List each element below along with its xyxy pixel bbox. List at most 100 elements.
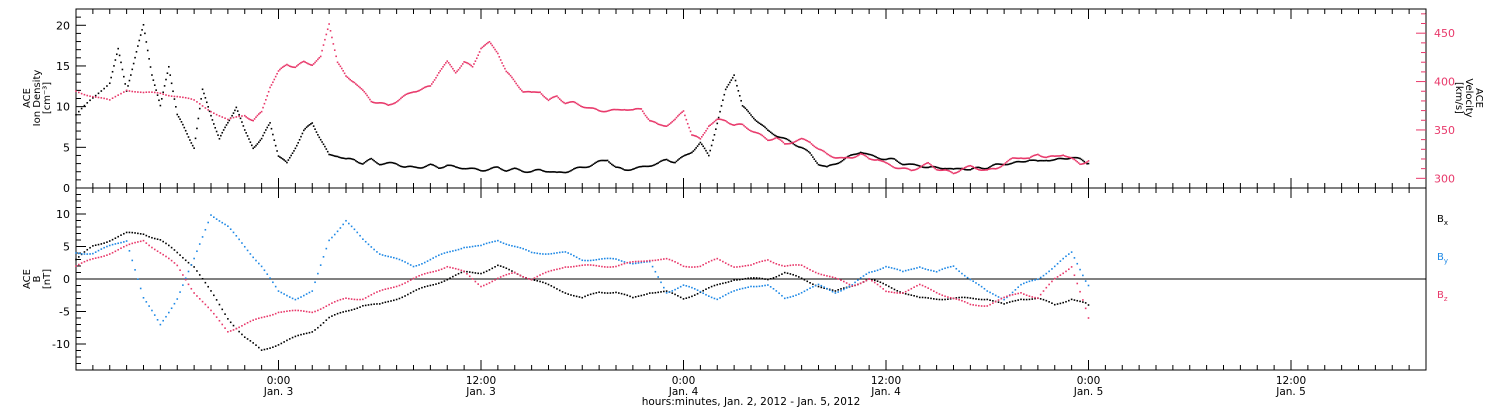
data-point	[972, 304, 974, 306]
data-point	[1045, 156, 1048, 159]
data-point	[896, 268, 899, 271]
data-point	[405, 165, 408, 168]
data-point	[301, 61, 304, 63]
data-point	[916, 164, 918, 166]
data-point	[350, 298, 353, 300]
data-point	[854, 284, 856, 287]
data-point	[1039, 293, 1042, 296]
data-point	[491, 167, 494, 169]
data-point	[774, 134, 776, 137]
data-point	[788, 142, 790, 145]
data-point	[350, 309, 353, 311]
data-point	[772, 287, 775, 290]
data-point	[213, 112, 215, 115]
data-point	[280, 311, 283, 313]
data-point	[868, 157, 870, 160]
data-point	[596, 109, 599, 111]
bottom-left-ylabel: ACE B [nT]	[22, 269, 53, 289]
data-point	[253, 118, 256, 120]
data-point	[895, 159, 897, 161]
data-point	[373, 101, 375, 104]
data-point	[681, 111, 683, 113]
data-point	[1048, 270, 1050, 273]
data-point	[601, 159, 603, 162]
data-point	[332, 154, 335, 157]
data-point	[618, 259, 620, 261]
data-point	[173, 302, 176, 305]
data-point	[982, 167, 984, 170]
data-point	[935, 298, 938, 301]
y-tick-label: 10	[56, 208, 70, 221]
data-point	[994, 300, 997, 303]
data-point	[238, 115, 240, 118]
data-point	[615, 108, 617, 111]
data-point	[241, 242, 243, 244]
data-point	[350, 80, 353, 82]
data-point	[460, 167, 463, 170]
data-point	[685, 297, 688, 299]
data-point	[722, 119, 724, 121]
data-point	[162, 319, 164, 322]
data-point	[329, 153, 332, 156]
data-point	[134, 269, 136, 271]
data-point	[885, 265, 887, 268]
data-point	[567, 171, 569, 173]
data-point	[792, 141, 794, 144]
data-point	[94, 244, 97, 247]
data-point	[387, 161, 389, 164]
data-point	[550, 252, 553, 255]
data-point	[585, 106, 588, 109]
data-point	[106, 85, 108, 87]
data-point	[1034, 296, 1036, 299]
data-point	[705, 149, 707, 152]
data-point	[819, 148, 821, 151]
data-point	[978, 283, 980, 286]
data-point	[311, 311, 314, 314]
data-point	[719, 259, 721, 261]
data-point	[263, 102, 266, 105]
data-point	[377, 163, 380, 165]
data-point	[156, 319, 159, 321]
legend-subscript: y	[1444, 257, 1448, 265]
data-point	[235, 327, 238, 330]
data-point	[243, 323, 246, 326]
data-point	[523, 91, 526, 93]
data-point	[679, 112, 682, 115]
data-point	[321, 49, 323, 52]
data-point	[679, 285, 682, 288]
data-point	[1010, 162, 1012, 165]
data-point	[539, 274, 541, 276]
data-point	[837, 289, 839, 291]
data-point	[888, 290, 890, 293]
data-point	[691, 286, 693, 289]
data-point	[300, 61, 302, 64]
data-point	[987, 166, 990, 169]
data-point	[737, 123, 740, 125]
data-point	[238, 238, 240, 241]
data-point	[654, 270, 657, 273]
data-point	[876, 283, 879, 286]
data-point	[712, 139, 714, 142]
data-point	[312, 63, 315, 65]
data-point	[885, 158, 887, 161]
data-point	[131, 90, 134, 93]
data-point	[449, 164, 451, 167]
data-point	[678, 158, 681, 160]
data-point	[530, 91, 533, 93]
data-point	[672, 161, 675, 164]
data-point	[574, 167, 577, 170]
data-point	[955, 267, 958, 270]
data-point	[799, 146, 802, 149]
data-point	[582, 166, 585, 169]
data-point	[963, 166, 966, 169]
data-point	[606, 292, 609, 294]
data-point	[170, 246, 173, 249]
data-point	[685, 285, 688, 287]
data-point	[1028, 280, 1031, 283]
data-point	[601, 110, 603, 113]
data-point	[938, 167, 941, 169]
data-point	[236, 110, 239, 112]
data-point	[789, 264, 792, 267]
data-point	[526, 171, 529, 174]
data-point	[896, 292, 899, 294]
